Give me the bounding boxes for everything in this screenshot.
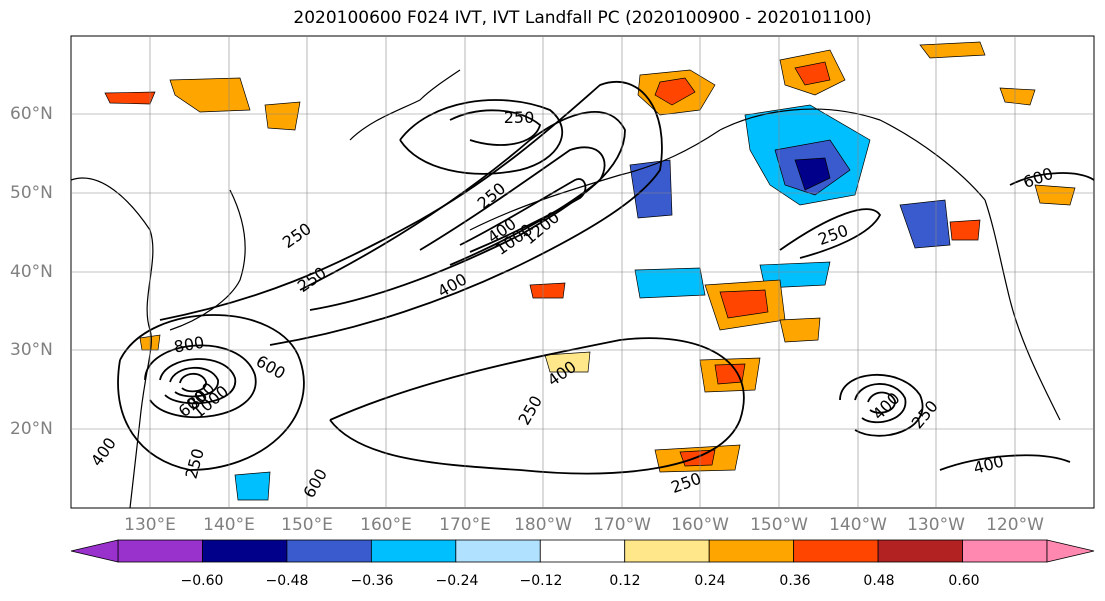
colorbar-segment [624,539,710,563]
contour-250-se [939,454,1071,471]
colorbar-segment [539,539,626,563]
patch-neg-sw [234,471,271,501]
colorbar-tick: 0.36 [779,573,811,589]
colorbar-segment [202,539,288,563]
lon-label-160e: 160°E [360,515,412,535]
patch-pos-kamchatka [169,77,251,113]
contour-label: 250 [504,108,535,127]
colorbar-extend-high [1046,539,1095,563]
colorbar-segment [962,539,1048,563]
colorbar-segment [455,539,541,563]
lon-label-140w: 140°W [829,515,887,535]
patch-pos-okhotsk [104,91,156,105]
colorbar-segment [370,539,457,563]
colorbar-tick: −0.36 [350,573,394,589]
contour-250-mid [779,208,882,259]
colorbar-tick: 0.12 [609,573,641,589]
colorbar-tick: −0.60 [180,573,224,589]
patch-neg-gulf-core [794,157,831,191]
lat-label-50n: 50°N [10,183,53,203]
ar-contour-n2 [449,109,542,146]
lon-label-150w: 150°W [750,515,808,535]
patch-neg-bc [899,199,951,249]
patch-neg-mid [629,159,673,219]
lon-label-170e: 170°E [439,515,491,535]
cyclone-east-2 [854,383,907,424]
ivt-contours [117,80,1095,475]
colorbar-tick: 0.24 [694,573,726,589]
patch-pos-bc2 [949,219,981,241]
ar-contour-4 [459,178,587,253]
lon-label-160w: 160°W [671,515,729,535]
colorbar-tick: 0.60 [948,573,980,589]
colorbar-segment [708,539,795,563]
typhoon-env [117,314,305,471]
pc-patches [104,41,1076,501]
coast-nam [984,199,1061,421]
lon-label-120w: 120°W [986,515,1044,535]
lat-label-20n: 20°N [10,419,53,439]
patch-pos-rex [529,282,566,299]
colorbar-tick: −0.24 [435,573,479,589]
patch-pos-center2 [779,317,821,343]
patch-pos-nw [919,41,986,59]
coast-alaska [719,108,986,201]
colorbar [70,539,1095,563]
lon-label-140e: 140°E [203,515,255,535]
colorbar-segment [877,539,963,563]
patch-pos-rex2 [544,351,591,373]
typhoon-4 [179,372,207,393]
patch-neg-center [634,267,706,299]
typhoon-3 [169,366,219,398]
coast-aleutians [469,129,721,231]
colorbar-tick: −0.48 [265,573,309,589]
patch-pos-alaska-core [654,77,696,106]
ar-contour-n [399,99,564,175]
lat-label-30n: 30°N [10,340,53,360]
graticule [71,36,1094,508]
patch-pos-far-ne [999,87,1036,106]
colorbar-extend-low [70,539,119,563]
patch-pos-center-core [719,289,769,319]
ar-contour-outer [159,80,663,346]
colorbar-tick: −0.12 [519,573,563,589]
lat-label-60n: 60°N [10,104,53,124]
lon-label-180w: 180°W [514,515,572,535]
colorbar-segment [793,539,879,563]
lon-label-150e: 150°E [281,515,333,535]
cyclone-east-3 [867,391,896,414]
ar-contour-3 [419,146,606,266]
lat-label-40n: 40°N [10,262,53,282]
typhoon-1 [144,344,257,418]
lon-label-170w: 170°W [593,515,651,535]
colorbar-segment [286,539,372,563]
patch-pos-okhotsk2 [264,101,301,131]
typhoon-2 [159,358,236,405]
coast-kamchatka [349,69,461,141]
patch-pos-baja [1034,184,1076,206]
colorbar-segment [117,539,203,563]
lon-label-130w: 130°W [907,515,965,535]
coast-japan [169,189,246,331]
map-title: 2020100600 F024 IVT, IVT Landfall PC (20… [293,8,872,28]
ar-contour-2 [299,110,626,311]
south-contour [329,337,745,475]
cyclone-east-1 [839,374,924,437]
patch-pos-south-core [679,449,716,467]
lon-label-130e: 130°E [124,515,176,535]
contour-250-ne [1009,172,1095,186]
colorbar-tick: 0.48 [863,573,895,589]
patch-pos-yukon-core [794,61,831,86]
